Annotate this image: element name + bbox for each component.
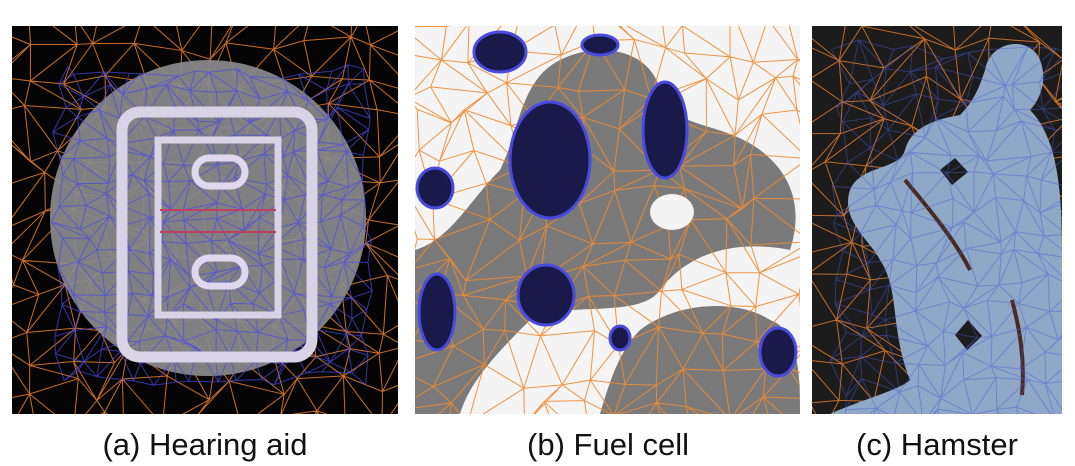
caption: (c) Hamster: [856, 427, 1018, 462]
hole: [650, 194, 694, 230]
page: (a) Hearing aid (b) Fuel cell (c) Hamste…: [0, 0, 1075, 466]
panel-hamster: [787, 3, 1075, 449]
panel-hearing-aid: [0, 3, 455, 466]
figure: (a) Hearing aid (b) Fuel cell (c) Hamste…: [0, 0, 1075, 466]
panel-fuel-cell: [391, 1, 849, 461]
caption: (a) Hearing aid: [102, 427, 307, 462]
caption: (b) Fuel cell: [527, 427, 689, 462]
